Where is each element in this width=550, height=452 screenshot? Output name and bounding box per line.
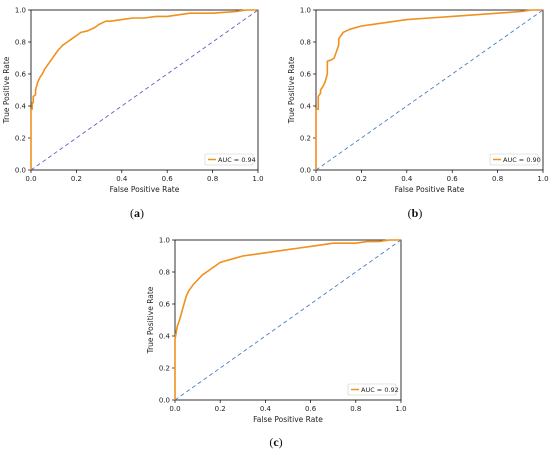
roc-curve-line: [30, 9, 258, 170]
x-tick-label: 0.2: [215, 405, 226, 413]
panel-caption: (a): [130, 206, 144, 220]
x-tick-label: 0.0: [310, 175, 321, 183]
x-tick-label: 0.2: [71, 175, 82, 183]
caption-open: (: [130, 206, 134, 220]
legend-box: [347, 383, 397, 396]
x-tick-label: 0.4: [401, 175, 413, 183]
caption-close: ): [418, 206, 422, 220]
x-tick-label: 1.0: [537, 175, 548, 183]
chance-diagonal-line: [174, 239, 402, 401]
caption-close: ): [279, 435, 283, 449]
x-tick-label: 0.8: [207, 175, 218, 183]
x-tick-label: 0.8: [350, 405, 361, 413]
x-axis-label: False Positive Rate: [253, 415, 323, 424]
caption-letter: b: [412, 206, 419, 220]
x-tick-label: 0.6: [447, 175, 459, 183]
legend: AUC = 0.94: [204, 153, 256, 166]
roc-curve-line: [174, 239, 401, 400]
x-tick-label: 0.0: [169, 405, 180, 413]
y-tick-label: 0.4: [15, 103, 27, 111]
y-axis-label: True Positive Rate: [287, 56, 296, 124]
y-tick-label: 0.4: [159, 333, 171, 341]
y-tick-label: 1.0: [15, 7, 26, 15]
x-tick-label: 0.8: [492, 175, 503, 183]
caption-open: (: [269, 435, 273, 449]
chance-diagonal-line: [30, 9, 259, 171]
y-tick-label: 1.0: [159, 237, 170, 245]
legend-label: AUC = 0.90: [503, 156, 541, 164]
plot-frame: [174, 239, 402, 401]
x-tick-label: 0.4: [116, 175, 128, 183]
y-axis-label: True Positive Rate: [2, 56, 11, 124]
roc-curve-line: [315, 9, 543, 170]
x-axis-label: False Positive Rate: [395, 185, 465, 194]
x-tick-label: 0.4: [260, 405, 272, 413]
chart-panel-c: 0.0 0.2 0.4 0.6 0.8 1.0 0.0 0.2 0.4 0.6 0.8 1.0 Fals…: [146, 237, 407, 450]
y-tick-label: 0.0: [300, 167, 311, 175]
y-tick-label: 0.2: [15, 135, 26, 143]
chart-panel-b: 0.0 0.2 0.4 0.6 0.8 1.0 0.0 0.2 0.4 0.6 0.8 1.0 Fals…: [287, 7, 549, 221]
y-tick-label: 0.2: [159, 365, 170, 373]
y-tick-label: 0.4: [300, 103, 312, 111]
x-tick-label: 0.6: [162, 175, 174, 183]
y-tick-label: 0.8: [159, 269, 170, 277]
x-tick-label: 0.2: [356, 175, 367, 183]
x-tick-label: 0.6: [305, 405, 317, 413]
y-tick-label: 0.0: [159, 397, 170, 405]
y-axis-label: True Positive Rate: [146, 286, 155, 354]
legend-box: [489, 153, 539, 166]
y-tick-label: 0.2: [300, 135, 311, 143]
plot-frame: [315, 9, 544, 171]
y-tick-label: 0.8: [300, 39, 311, 47]
caption-open: (: [408, 206, 412, 220]
caption-letter: a: [134, 206, 140, 220]
chart-panel-a: 0.0 0.2 0.4 0.6 0.8 1.0 0.0 0.2 0.4 0.6 0.8 1.0 Fals…: [2, 7, 264, 221]
y-tick-label: 1.0: [300, 7, 311, 15]
plot-frame: [30, 9, 259, 171]
legend: AUC = 0.90: [489, 153, 541, 166]
caption-close: ): [140, 206, 144, 220]
y-tick-label: 0.8: [15, 39, 26, 47]
x-tick-label: 1.0: [252, 175, 263, 183]
legend-label: AUC = 0.92: [361, 386, 399, 394]
y-tick-label: 0.6: [159, 301, 171, 309]
chance-diagonal-line: [315, 9, 544, 171]
y-tick-label: 0.6: [300, 71, 312, 79]
y-tick-label: 0.6: [15, 71, 27, 79]
x-tick-label: 0.0: [25, 175, 36, 183]
caption-letter: c: [273, 435, 279, 449]
panel-caption: (b): [408, 206, 423, 220]
legend: AUC = 0.92: [347, 383, 399, 396]
legend-label: AUC = 0.94: [218, 156, 256, 164]
x-tick-label: 1.0: [395, 405, 406, 413]
legend-box: [204, 153, 254, 166]
panel-caption: (c): [269, 435, 282, 449]
x-axis-label: False Positive Rate: [110, 185, 180, 194]
y-tick-label: 0.0: [15, 167, 26, 175]
